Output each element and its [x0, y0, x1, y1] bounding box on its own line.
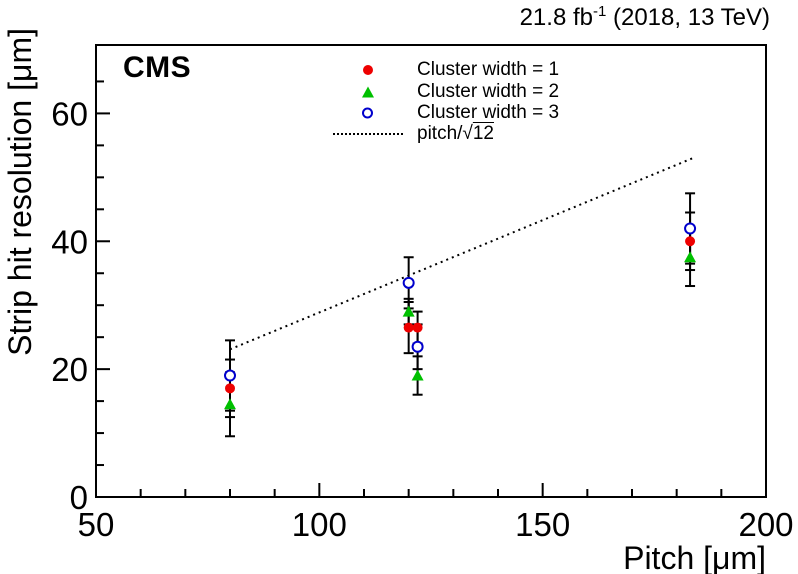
y-tick-label: 40 [51, 223, 88, 260]
plot-frame [95, 44, 767, 498]
data-point-series-1 [685, 236, 696, 247]
sqrt-symbol: √ [462, 123, 473, 144]
x-axis-title: Pitch [μm] [623, 540, 766, 574]
filled-triangle-marker-icon [362, 86, 374, 98]
data-point-series-3 [224, 369, 236, 382]
y-tick-label: 0 [70, 479, 88, 516]
data-point-series-1 [403, 322, 414, 333]
legend-item-cluster-width-1: Cluster width = 1 [333, 59, 633, 81]
legend-item-cluster-width-3: Cluster width = 3 [333, 102, 633, 124]
legend-item-reference-line: pitch/√12 [333, 123, 633, 145]
experiment-label: CMS [123, 51, 192, 84]
legend-label-cluster-width-1: Cluster width = 1 [417, 59, 560, 80]
data-point-series-2 [224, 398, 236, 410]
y-tick-label: 20 [51, 351, 88, 388]
x-tick-label: 150 [515, 506, 570, 543]
luminosity-energy-label: 21.8 fb-1 (2018, 13 TeV) [520, 3, 770, 32]
open-circle-marker-icon [362, 107, 373, 119]
lumi-exponent: -1 [592, 3, 607, 20]
data-point-series-2 [402, 305, 415, 317]
legend-item-cluster-width-2: Cluster width = 2 [333, 81, 633, 103]
legend-label-cluster-width-2: Cluster width = 2 [417, 81, 560, 102]
y-tick-label: 60 [51, 95, 88, 132]
x-tick-label: 200 [738, 506, 793, 543]
reference-label-radicand: 12 [472, 123, 494, 144]
legend-label-reference-line: pitch/√12 [417, 123, 494, 145]
filled-circle-marker-icon [363, 65, 373, 75]
x-tick-label: 50 [78, 506, 115, 543]
lumi-value: 21.8 fb [519, 4, 593, 31]
data-point-series-3 [402, 276, 415, 289]
reference-label-prefix: pitch/ [417, 123, 463, 144]
data-point-series-3 [684, 222, 697, 235]
x-tick-label: 100 [292, 506, 347, 543]
data-point-series-3 [411, 340, 424, 353]
legend-label-cluster-width-3: Cluster width = 3 [417, 102, 560, 123]
dotted-line-icon [333, 133, 403, 135]
run-conditions: (2018, 13 TeV) [606, 4, 770, 31]
data-point-series-1 [225, 383, 235, 394]
reference-line [229, 156, 695, 351]
data-point-series-2 [684, 251, 697, 263]
data-point-series-1 [412, 322, 423, 333]
y-axis-title: Strip hit resolution [μm] [2, 28, 38, 356]
data-point-series-2 [411, 369, 424, 381]
